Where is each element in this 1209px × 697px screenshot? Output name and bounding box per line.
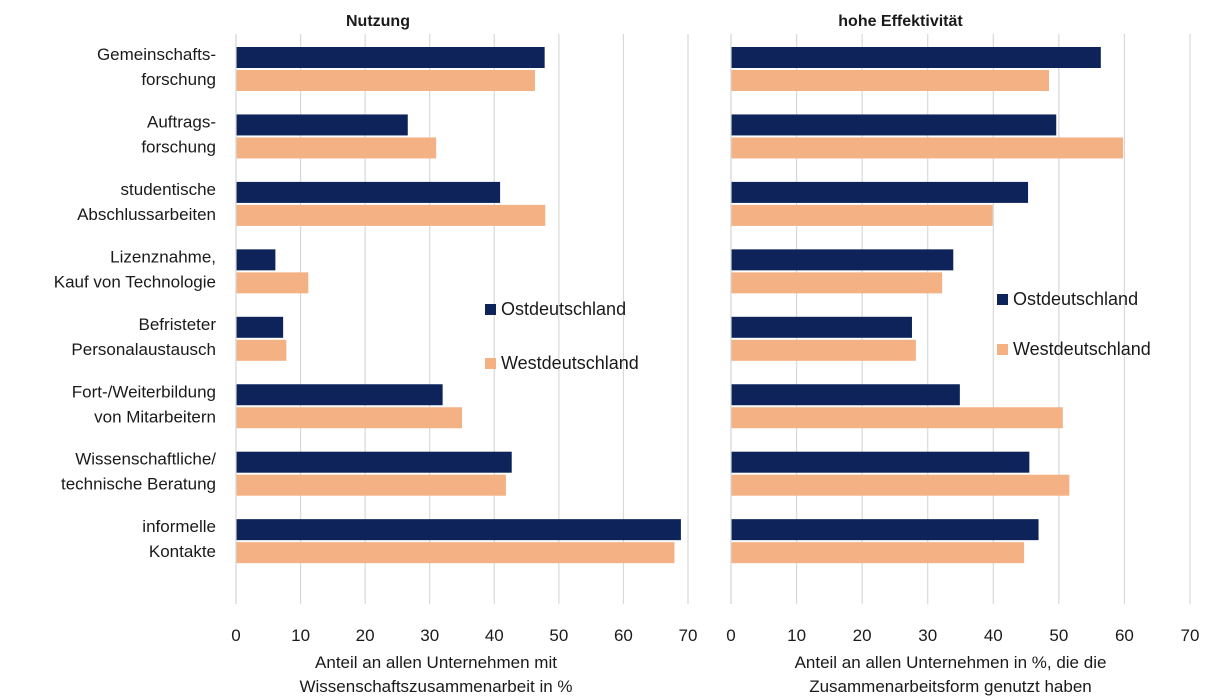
- category-label: forschung: [141, 70, 216, 89]
- tick-label: 0: [726, 626, 735, 645]
- bar-ost: [236, 181, 501, 203]
- bar-ost: [731, 47, 1101, 68]
- tick-label: 10: [291, 626, 310, 645]
- category-label: Befristeter: [139, 315, 217, 334]
- legend-swatch: [485, 358, 496, 369]
- tick-label: 50: [1049, 626, 1068, 645]
- bar-ost: [731, 316, 912, 338]
- bar-west: [731, 339, 916, 361]
- legend-label: Ostdeutschland: [501, 299, 626, 319]
- tick-label: 60: [1115, 626, 1134, 645]
- tick-label: 40: [485, 626, 504, 645]
- bar-ost: [731, 451, 1030, 473]
- bar-ost: [236, 114, 408, 136]
- tick-label: 60: [614, 626, 633, 645]
- bar-west: [236, 542, 675, 564]
- legend-label: Westdeutschland: [501, 353, 639, 373]
- tick-label: 70: [679, 626, 698, 645]
- bar-ost: [731, 519, 1039, 541]
- bar-west: [731, 204, 993, 226]
- category-label: Wissenschaftliche/: [75, 450, 216, 469]
- category-label: technische Beratung: [61, 475, 216, 494]
- tick-label: 30: [420, 626, 439, 645]
- category-label: Auftrags-: [147, 112, 216, 131]
- bar-ost: [236, 316, 284, 338]
- category-label: forschung: [141, 137, 216, 156]
- category-label: Abschlussarbeiten: [77, 205, 216, 224]
- axis-label: Anteil an allen Unternehmen mit: [315, 653, 557, 672]
- panel-title: Nutzung: [346, 13, 410, 30]
- legend-swatch: [485, 304, 496, 315]
- legend-label: Ostdeutschland: [1013, 289, 1138, 309]
- tick-label: 10: [787, 626, 806, 645]
- bar-ost: [236, 249, 276, 271]
- bar-west: [236, 474, 506, 496]
- bar-west: [731, 407, 1063, 429]
- category-label: Kauf von Technologie: [54, 272, 216, 291]
- category-label: von Mitarbeitern: [94, 407, 216, 426]
- bar-ost: [236, 384, 443, 406]
- bar-west: [731, 70, 1050, 91]
- category-label: Kontakte: [149, 542, 216, 561]
- legend-swatch: [997, 294, 1008, 305]
- tick-label: 70: [1181, 626, 1200, 645]
- category-label: Gemeinschafts-: [97, 45, 216, 64]
- tick-label: 20: [356, 626, 375, 645]
- legend-label: Westdeutschland: [1013, 339, 1151, 359]
- tick-label: 20: [853, 626, 872, 645]
- legend-swatch: [997, 344, 1008, 355]
- bar-ost: [236, 451, 512, 473]
- bar-west: [731, 474, 1070, 496]
- bar-west: [236, 272, 309, 294]
- bar-west: [236, 407, 462, 429]
- category-label: Personalaustausch: [71, 340, 216, 359]
- tick-label: 30: [918, 626, 937, 645]
- category-label: Fort-/Weiterbildung: [72, 382, 216, 401]
- axis-label: Anteil an allen Unternehmen in %, die di…: [795, 653, 1107, 672]
- bar-west: [236, 204, 546, 226]
- bar-west: [731, 542, 1025, 564]
- tick-label: 0: [231, 626, 240, 645]
- category-label: studentische: [121, 180, 216, 199]
- bar-west: [236, 137, 437, 159]
- bar-west: [731, 272, 943, 294]
- category-label: informelle: [142, 517, 216, 536]
- tick-label: 40: [984, 626, 1003, 645]
- bar-ost: [731, 249, 954, 271]
- bar-west: [236, 70, 535, 91]
- bar-ost: [731, 114, 1057, 136]
- bar-ost: [236, 47, 545, 68]
- tick-label: 50: [549, 626, 568, 645]
- bar-west: [731, 137, 1124, 159]
- panel-title: hohe Effektivität: [838, 13, 963, 30]
- bar-ost: [731, 384, 960, 406]
- bar-ost: [731, 181, 1029, 203]
- axis-label: Wissenschaftszusammenarbeit in %: [299, 677, 572, 696]
- bar-ost: [236, 519, 681, 541]
- category-label: Lizenznahme,: [110, 247, 216, 266]
- axis-label: Zusammenarbeitsform genutzt haben: [809, 677, 1092, 696]
- bar-west: [236, 339, 287, 361]
